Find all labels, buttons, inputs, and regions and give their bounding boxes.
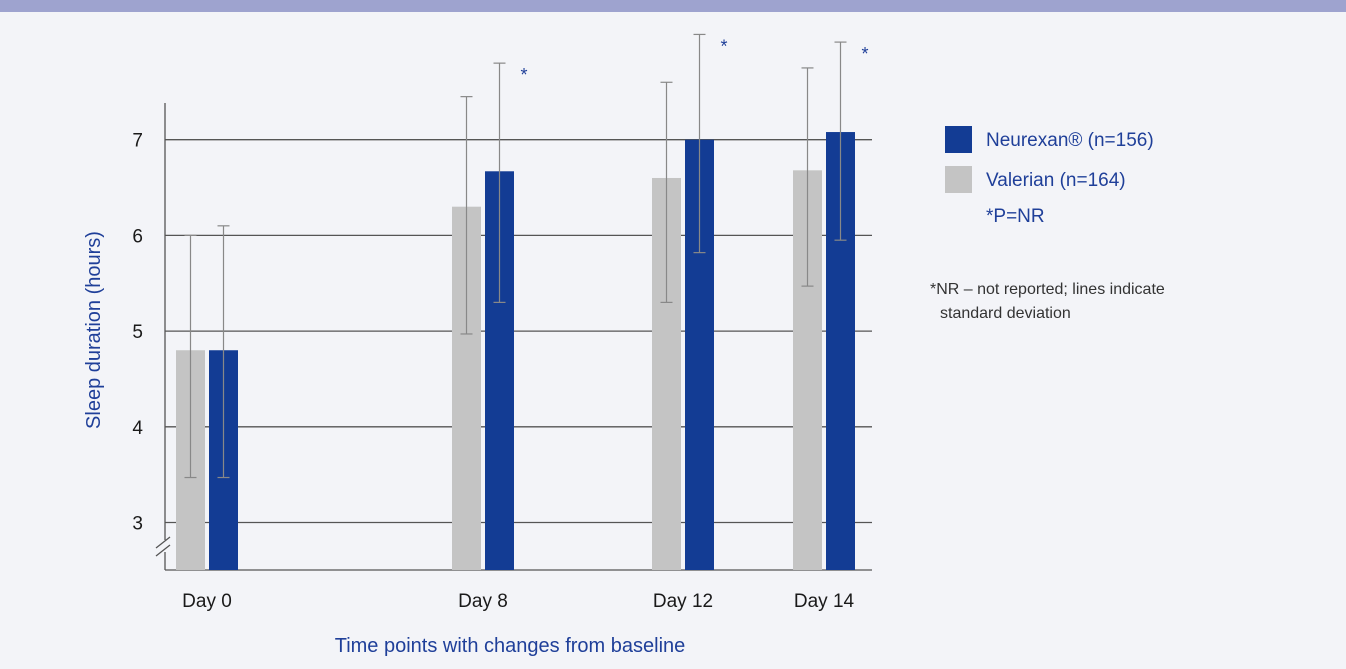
significance-star: * <box>721 36 728 56</box>
legend-label-valerian: Valerian (n=164) <box>986 170 1126 191</box>
legend-swatch-valerian <box>945 166 972 193</box>
top-stripe <box>0 0 1346 12</box>
y-tick-label: 6 <box>132 226 143 247</box>
y-axis <box>155 103 872 571</box>
error-bars <box>184 33 847 479</box>
y-axis-title: Sleep duration (hours) <box>83 231 105 429</box>
x-tick-label: Day 8 <box>458 591 508 612</box>
y-tick-label: 5 <box>132 322 143 343</box>
labels: 3 4 5 6 7 * * * Day 0 Day 8 Day 12 Day 14 Time point… <box>83 36 869 657</box>
x-axis-title: Time points with changes from baseline <box>335 635 686 657</box>
y-tick-label: 3 <box>132 514 143 535</box>
axis-break-mark <box>155 536 171 549</box>
gridlines <box>165 139 872 524</box>
legend: Neurexan® (n=156) Valerian (n=164) *P=NR *N… <box>930 126 1165 322</box>
x-tick-label: Day 12 <box>653 591 713 612</box>
legend-note: *P=NR <box>986 206 1045 227</box>
legend-swatch-neurexan <box>945 126 972 153</box>
x-tick-label: Day 0 <box>182 591 232 612</box>
significance-star: * <box>521 65 528 85</box>
footnote-line: standard deviation <box>940 305 1071 322</box>
legend-label-neurexan: Neurexan® (n=156) <box>986 130 1154 151</box>
y-tick-label: 4 <box>132 418 143 439</box>
x-tick-label: Day 14 <box>794 591 855 612</box>
axis-break-mark <box>155 544 171 557</box>
y-tick-label: 7 <box>132 131 143 152</box>
significance-star: * <box>862 44 869 64</box>
footnote-line: *NR – not reported; lines indicate <box>930 281 1165 298</box>
bars <box>176 132 855 571</box>
